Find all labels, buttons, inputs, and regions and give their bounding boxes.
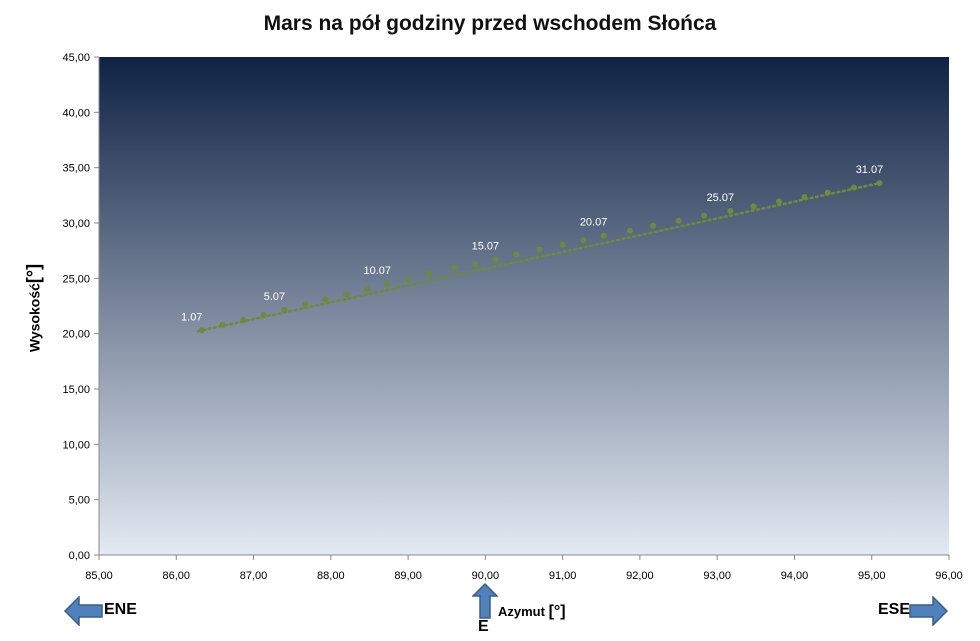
data-point <box>675 217 682 224</box>
trend-line <box>196 181 881 333</box>
y-tick-label: 25,00 <box>62 273 90 285</box>
x-tick-label: 88,00 <box>317 570 345 582</box>
data-point <box>260 311 267 318</box>
data-point <box>343 291 350 298</box>
direction-ese-label: ESE <box>878 601 911 618</box>
data-point <box>472 260 479 267</box>
y-tick-label: 30,00 <box>62 218 90 230</box>
data-point <box>559 241 566 248</box>
x-tick-label: 93,00 <box>703 570 731 582</box>
data-point <box>240 316 247 323</box>
direction-ene-label: ENE <box>104 601 137 618</box>
x-tick-label: 95,00 <box>858 570 886 582</box>
data-point <box>492 256 499 263</box>
direction-e-label: E <box>478 618 489 635</box>
data-point <box>701 212 708 219</box>
y-axis-label: Wysokość[°] <box>24 264 45 352</box>
data-label: 10.07 <box>363 265 391 277</box>
y-tick-label: 15,00 <box>62 384 90 396</box>
data-label: 31.07 <box>856 164 884 176</box>
x-tick-label: 87,00 <box>240 570 268 582</box>
data-point <box>281 306 288 313</box>
data-point <box>198 327 205 334</box>
chart-title: Mars na pół godziny przed wschodem Słońc… <box>263 12 717 35</box>
data-point <box>219 321 226 328</box>
data-label: 1.07 <box>181 311 202 323</box>
data-point <box>650 222 657 229</box>
data-point <box>384 280 391 287</box>
x-tick-label: 89,00 <box>394 570 422 582</box>
data-point <box>776 198 782 205</box>
data-label: 25.07 <box>707 192 735 204</box>
data-point <box>801 193 808 200</box>
y-tick-label: 0,00 <box>69 550 90 562</box>
data-point <box>580 237 587 244</box>
y-tick-label: 10,00 <box>62 439 90 451</box>
data-point <box>513 251 520 258</box>
data-point <box>850 184 857 191</box>
data-point <box>536 246 543 253</box>
data-point <box>364 285 371 292</box>
y-tick-label: 20,00 <box>62 329 90 341</box>
arrow-up-icon <box>472 583 498 619</box>
y-tick-label: 35,00 <box>62 163 90 175</box>
y-tick-label: 40,00 <box>62 107 90 119</box>
x-tick-label: 90,00 <box>472 570 500 582</box>
data-point <box>727 207 734 214</box>
x-axis-unit: [°] <box>548 603 566 620</box>
x-tick-label: 94,00 <box>781 570 809 582</box>
y-tick-label: 5,00 <box>69 495 90 507</box>
data-point <box>876 180 883 187</box>
arrow-right-icon <box>909 596 948 626</box>
x-tick-label: 92,00 <box>626 570 654 582</box>
arrow-left-icon <box>64 596 103 626</box>
data-point <box>451 264 458 271</box>
data-point <box>302 301 309 308</box>
data-point <box>626 227 633 234</box>
x-axis-label-text: Azymut <box>498 604 545 619</box>
data-label: 20.07 <box>580 217 608 229</box>
axes: 0,00 5,00 10,00 15,00 20,00 25,00 30,00 35,00 40… <box>62 52 962 582</box>
data-point <box>824 189 831 196</box>
data-point <box>405 275 412 282</box>
x-tick-label: 91,00 <box>549 570 577 582</box>
data-point <box>425 270 432 277</box>
y-tick-label: 45,00 <box>62 52 90 64</box>
x-tick-label: 86,00 <box>163 570 191 582</box>
plot-area <box>99 57 949 555</box>
data-point <box>600 232 607 239</box>
x-axis-label: Azymut [°] <box>498 603 566 621</box>
y-axis-label-text: Wysokość <box>26 283 43 353</box>
data-point <box>322 296 329 303</box>
x-tick-label: 96,00 <box>935 570 963 582</box>
data-label: 15.07 <box>472 241 500 253</box>
data-label: 5.07 <box>264 291 285 303</box>
x-tick-label: 85,00 <box>85 570 113 582</box>
data-marks: 1.07 5.07 10.07 15.07 20.07 25.07 31.07 <box>181 164 884 334</box>
data-point <box>750 203 757 210</box>
y-axis-unit: [°] <box>23 263 44 284</box>
